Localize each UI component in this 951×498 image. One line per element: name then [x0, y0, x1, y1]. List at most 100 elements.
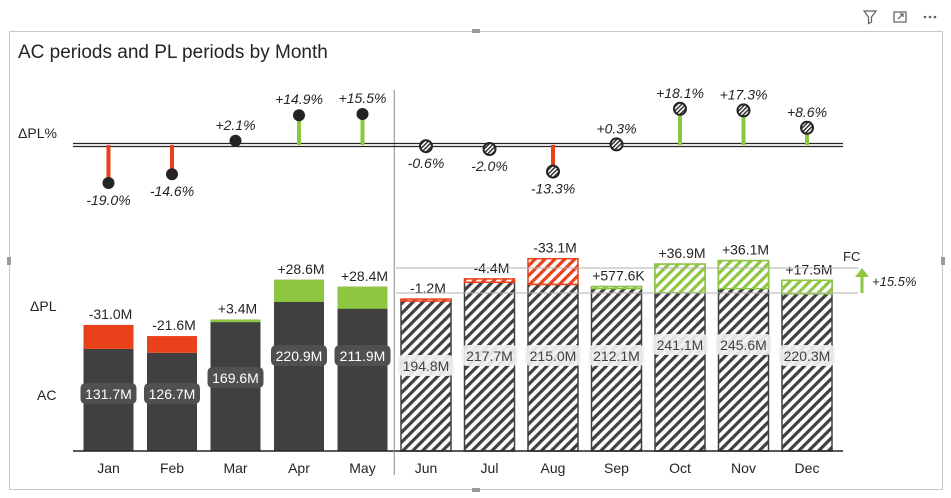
more-options-icon[interactable]: [921, 8, 939, 26]
month-label: Jul: [481, 460, 499, 476]
ac-value-label: 245.6M: [720, 337, 767, 353]
filter-icon[interactable]: [861, 8, 879, 26]
pct-label: +2.1%: [215, 117, 255, 133]
visual-header-icons: [861, 8, 939, 26]
pct-label: +17.3%: [720, 86, 768, 102]
chart-title: AC periods and PL periods by Month: [18, 42, 328, 63]
pct-dot: [229, 134, 242, 147]
ac-bar: [717, 259, 770, 452]
resize-handle-top[interactable]: [472, 29, 480, 33]
ac-bar: [590, 285, 643, 452]
ac-value-label: 241.1M: [657, 337, 704, 353]
ac-value-label: 194.8M: [403, 358, 450, 374]
fc-label: FC: [843, 249, 860, 264]
ac-value-label: 126.7M: [149, 386, 196, 402]
pct-dot: [736, 103, 751, 118]
ac-value-label: 212.1M: [593, 348, 640, 364]
ac-value-bg: [525, 345, 581, 366]
ac-value-label: 220.9M: [276, 348, 323, 364]
ac-value-label: 211.9M: [340, 348, 386, 364]
ac-value-bg: [144, 383, 200, 404]
variance-label: +577.6K: [592, 268, 645, 284]
variance-box: [400, 298, 452, 302]
variance-box: [83, 324, 134, 349]
variance-label: +3.4M: [218, 301, 257, 317]
ac-value-label: 215.0M: [530, 348, 577, 364]
ac-bar: [337, 286, 388, 451]
ac-bar: [527, 283, 579, 452]
variance-label: -1.2M: [410, 280, 446, 296]
pct-dot: [482, 142, 497, 156]
pct-label: +8.6%: [787, 104, 827, 120]
month-label: Feb: [160, 460, 184, 476]
resize-handle-right[interactable]: [941, 257, 945, 265]
variance-box: [717, 259, 770, 290]
month-label: Oct: [669, 460, 691, 476]
pct-dot: [546, 164, 560, 179]
total-change-label: +15.5%: [872, 274, 916, 289]
variance-box: [210, 319, 261, 323]
pct-dot: [609, 137, 624, 152]
month-label: Jun: [415, 460, 438, 476]
month-label: Aug: [541, 460, 566, 476]
ac-value-bg: [588, 345, 645, 366]
pct-dot: [419, 139, 433, 154]
variance-box: [463, 278, 516, 284]
resize-handle-bottom[interactable]: [472, 488, 480, 492]
month-label: May: [349, 460, 375, 476]
ac-value-bg: [398, 355, 454, 376]
pct-label: +18.1%: [656, 85, 704, 101]
month-label: Jan: [97, 460, 120, 476]
plot-area: -31.0M 131.7M Jan -21.6M 126.7M Feb +3.4M 169.6…: [73, 85, 869, 476]
variance-box: [337, 286, 388, 309]
ac-value-bg: [271, 345, 327, 366]
ac-value-label: 220.3M: [784, 348, 831, 364]
ac-value-bg: [461, 345, 518, 366]
variance-label: +36.9M: [658, 245, 705, 261]
variance-box: [781, 279, 833, 295]
variance-label: +28.4M: [341, 268, 388, 284]
ac-value-label: 217.7M: [466, 348, 513, 364]
variance-label: -33.1M: [533, 240, 577, 256]
ac-value-label: 131.7M: [85, 386, 132, 402]
variance-box: [274, 279, 324, 302]
row-label-dpl: ΔPL: [30, 298, 57, 314]
pct-label: +15.5%: [339, 90, 387, 106]
pct-label: +0.3%: [596, 120, 636, 136]
ac-value-bg: [779, 345, 835, 366]
month-label: Apr: [288, 460, 310, 476]
pct-dot: [356, 108, 369, 120]
variance-box: [654, 263, 706, 294]
pct-dot: [102, 177, 115, 189]
pct-dot: [166, 168, 178, 181]
resize-handle-left[interactable]: [7, 257, 11, 265]
variance-box: [147, 336, 197, 353]
pct-label: +14.9%: [275, 91, 323, 107]
pct-label: -13.3%: [531, 181, 575, 197]
month-label: Dec: [795, 460, 820, 476]
month-label: Nov: [731, 460, 756, 476]
variance-box: [590, 285, 643, 290]
row-label-dpl-pct: ΔPL%: [18, 125, 57, 141]
pct-dot: [800, 120, 814, 135]
pct-label: -14.6%: [150, 183, 194, 199]
ac-value-bg: [207, 367, 264, 388]
pct-dot: [293, 109, 305, 122]
ac-value-label: 169.6M: [212, 370, 259, 386]
pct-label: -2.0%: [471, 158, 508, 174]
ac-value-bg: [715, 334, 772, 355]
variance-label: +36.1M: [722, 242, 769, 258]
month-label: Mar: [223, 460, 247, 476]
pct-label: -19.0%: [86, 192, 130, 208]
month-label: Sep: [604, 460, 629, 476]
variance-label: -31.0M: [89, 306, 133, 322]
ac-bar: [463, 281, 516, 452]
focus-mode-icon[interactable]: [891, 8, 909, 26]
row-label-ac: AC: [37, 387, 56, 403]
ac-value-bg: [80, 383, 137, 404]
total-change-arrow-head: [855, 268, 869, 277]
ac-value-bg: [652, 334, 708, 355]
variance-label: +17.5M: [785, 261, 832, 277]
ac-value-bg: [334, 345, 391, 366]
